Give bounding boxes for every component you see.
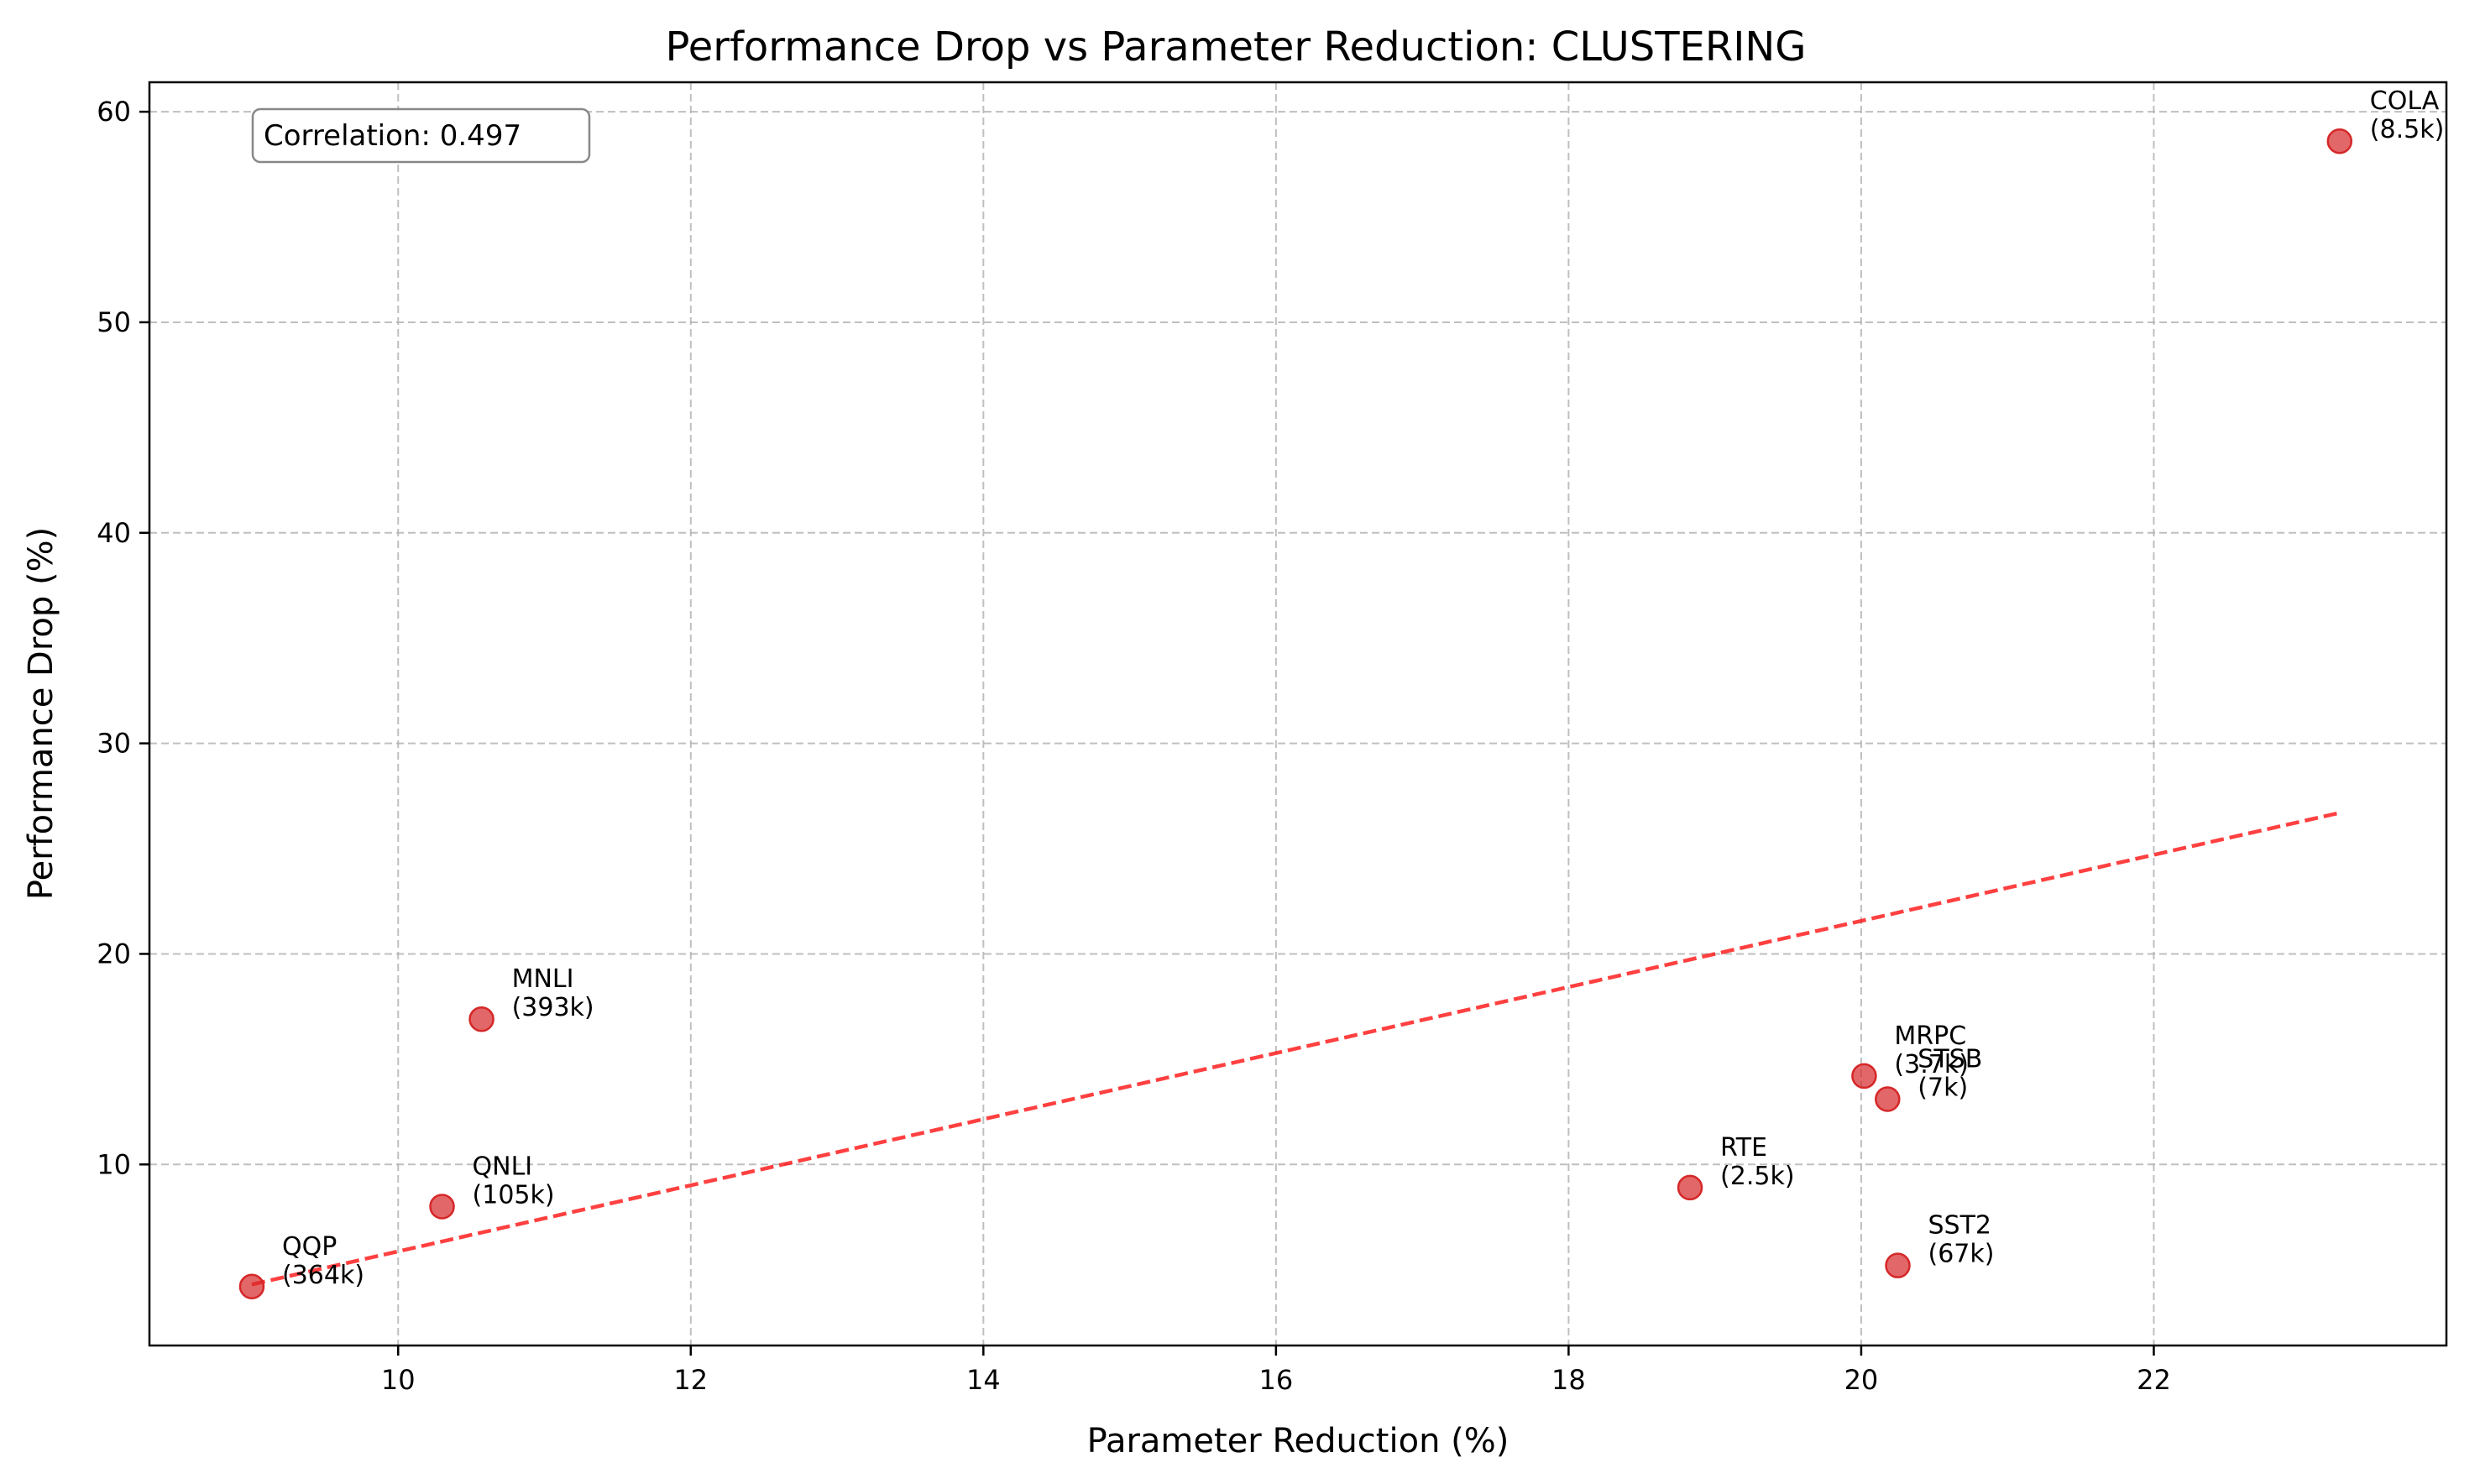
- y-tick-label: 60: [97, 96, 131, 128]
- x-tick-label: 18: [1551, 1364, 1586, 1396]
- point-sample-size: (8.5k): [2370, 115, 2445, 144]
- point-sample-size: (2.5k): [1720, 1162, 1795, 1191]
- x-tick-label: 12: [673, 1364, 708, 1396]
- x-tick-label: 10: [381, 1364, 416, 1396]
- data-point: [468, 1006, 494, 1032]
- y-tick-label: 20: [97, 938, 131, 969]
- chart-title: Performance Drop vs Parameter Reduction:…: [666, 24, 1807, 71]
- y-tick-label: 30: [97, 728, 131, 760]
- data-point: [429, 1194, 455, 1220]
- data-points: QQP(364k) QNLI(105k) MNLI(393k) RTE(2.5k) MR…: [238, 86, 2445, 1300]
- x-tick-label: 16: [1259, 1364, 1294, 1396]
- point-sample-size: (393k): [512, 993, 594, 1022]
- x-axis-label: Parameter Reduction (%): [1087, 1422, 1509, 1460]
- trend-line: [251, 811, 2341, 1287]
- point-label: SST2: [1928, 1211, 1991, 1241]
- y-tick-label: 10: [97, 1148, 131, 1180]
- point-label: MNLI: [512, 964, 574, 994]
- x-tick-label: 20: [1844, 1364, 1879, 1396]
- data-point: [2326, 128, 2353, 154]
- y-axis-label: Performance Drop (%): [22, 527, 60, 900]
- x-tick-label: 22: [2137, 1364, 2171, 1396]
- data-point: [1677, 1174, 1703, 1201]
- y-tick-label: 40: [97, 517, 131, 549]
- data-point: [238, 1273, 265, 1300]
- y-tick-label: 50: [97, 306, 131, 338]
- point-sample-size: (67k): [1928, 1240, 1994, 1269]
- data-point: [1851, 1063, 1877, 1089]
- correlation-box: Correlation: 0.497: [251, 107, 591, 164]
- data-point: [1875, 1086, 1901, 1112]
- point-label: QNLI: [473, 1152, 533, 1181]
- data-point: [1885, 1252, 1911, 1278]
- point-label: RTE: [1720, 1133, 1767, 1163]
- point-sample-size: (105k): [473, 1180, 555, 1210]
- axis-ticks: 10 12 14 16 18 20 22 10 20 30 40 50 60: [97, 96, 2171, 1396]
- point-label: MRPC: [1894, 1022, 1966, 1051]
- x-tick-label: 14: [966, 1364, 1001, 1396]
- point-label: COLA: [2370, 86, 2440, 116]
- point-label: STSB: [1918, 1045, 1982, 1074]
- point-sample-size: (7k): [1918, 1074, 1968, 1103]
- correlation-annotation: Correlation: 0.497: [264, 119, 521, 153]
- point-label: QQP: [282, 1232, 337, 1262]
- point-sample-size: (364k): [282, 1261, 364, 1290]
- point-sample-size: (3.7k): [1894, 1050, 1969, 1079]
- plot-frame: [148, 81, 2448, 1347]
